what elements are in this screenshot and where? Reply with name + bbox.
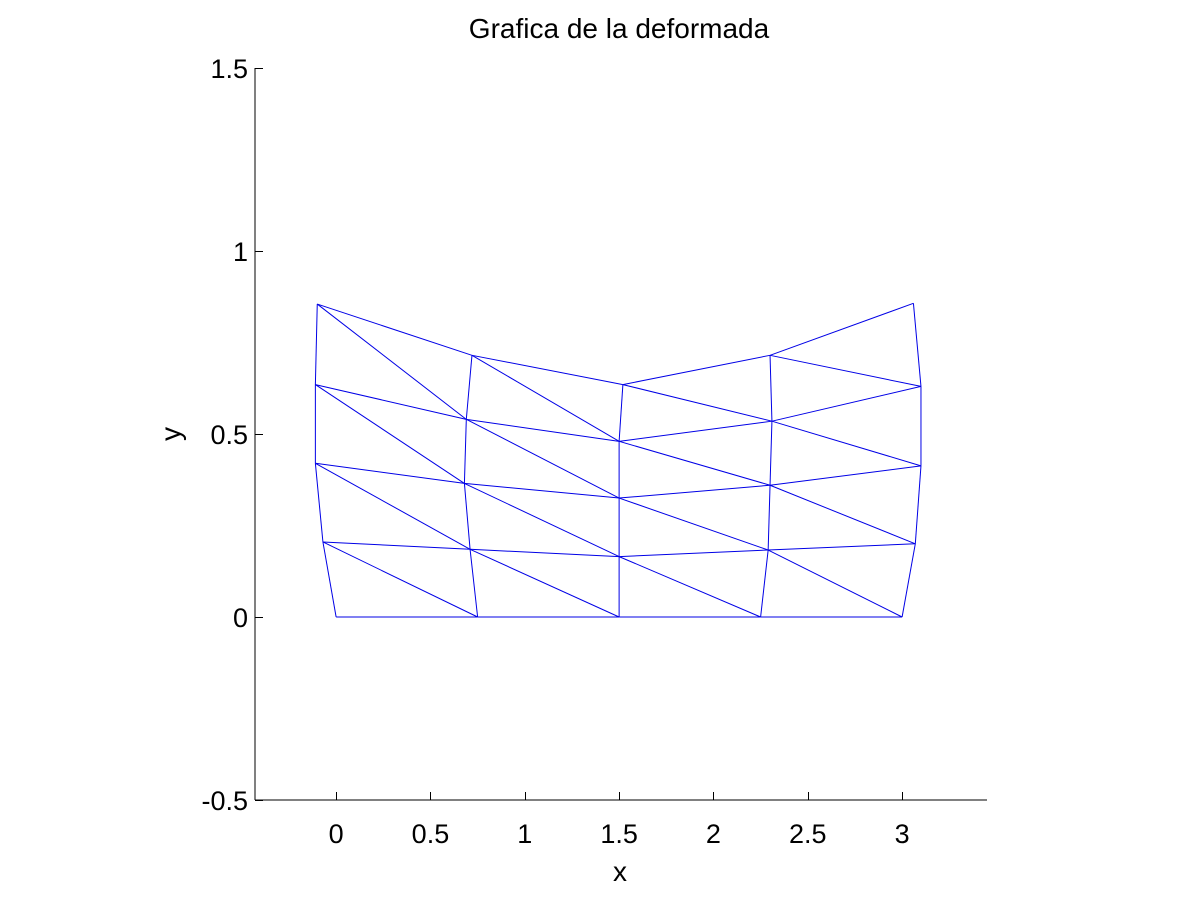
mesh-edge xyxy=(619,549,769,558)
mesh-edge xyxy=(464,482,620,558)
y-tick-label: 1.5 xyxy=(210,54,248,84)
x-tick-label: 1.5 xyxy=(600,819,638,849)
mesh-edge xyxy=(315,462,465,484)
y-tick-label: 0 xyxy=(233,603,248,633)
x-tick-label: 3 xyxy=(895,819,910,849)
mesh-edge xyxy=(465,355,473,420)
x-tick-label: 1 xyxy=(517,819,532,849)
y-tick-label: 0.5 xyxy=(210,420,248,450)
mesh-edge xyxy=(767,485,771,551)
mesh-edge xyxy=(622,354,771,386)
mesh-edge xyxy=(768,543,916,551)
mesh-edge xyxy=(914,465,922,544)
y-tick-label: -0.5 xyxy=(201,786,248,816)
x-tick-label: 0 xyxy=(329,819,344,849)
axes: 0 0.5 1 1.5 2 2.5 3 -0.5 0 0.5 1 1.5 xyxy=(201,54,987,849)
mesh-edge xyxy=(769,421,773,486)
mesh-edge xyxy=(322,541,471,550)
mesh-edge xyxy=(315,384,465,484)
mesh-edge xyxy=(315,462,471,550)
mesh-edge xyxy=(314,463,324,543)
mesh-edge xyxy=(317,303,473,356)
mesh-edge xyxy=(316,303,467,420)
mesh-edge xyxy=(322,541,478,618)
mesh-edge xyxy=(622,384,773,422)
mesh-edge xyxy=(618,497,769,551)
mesh-edge xyxy=(314,304,318,385)
mesh-edge xyxy=(470,548,620,558)
mesh-edge xyxy=(469,548,620,618)
mesh-edge xyxy=(315,384,467,420)
mesh-edge xyxy=(463,419,467,484)
y-axis-label: y xyxy=(155,427,186,441)
mesh-edge xyxy=(469,549,479,618)
mesh-edge xyxy=(619,484,771,499)
mesh xyxy=(314,302,922,618)
mesh-edge xyxy=(466,418,620,442)
mesh-edge xyxy=(322,541,337,618)
x-axis-label: x xyxy=(613,856,627,887)
mesh-edge xyxy=(760,549,769,618)
chart-title: Grafica de la deformada xyxy=(469,13,770,44)
mesh-edge xyxy=(912,303,922,387)
mesh-edge xyxy=(769,355,773,422)
mesh-edge xyxy=(771,420,922,467)
mesh-edge xyxy=(619,420,772,442)
mesh-edge xyxy=(769,302,914,356)
mesh-edge xyxy=(471,354,620,442)
mesh-edge xyxy=(901,543,916,618)
y-tick-label: 1 xyxy=(233,237,248,267)
mesh-edge xyxy=(771,385,922,422)
mesh-edge xyxy=(466,418,620,499)
mesh-edge xyxy=(463,483,471,550)
mesh-edge xyxy=(471,354,623,386)
mesh-edge xyxy=(618,556,761,618)
x-tick-label: 2.5 xyxy=(789,819,827,849)
mesh-edge xyxy=(464,482,620,499)
x-tick-label: 0.5 xyxy=(412,819,450,849)
x-tick-label: 2 xyxy=(706,819,721,849)
mesh-edge xyxy=(769,484,916,545)
mesh-edge xyxy=(618,384,624,442)
mesh-edge xyxy=(618,440,771,486)
mesh-edge xyxy=(767,549,903,618)
mesh-edge xyxy=(769,465,922,486)
mesh-edge xyxy=(769,354,922,387)
